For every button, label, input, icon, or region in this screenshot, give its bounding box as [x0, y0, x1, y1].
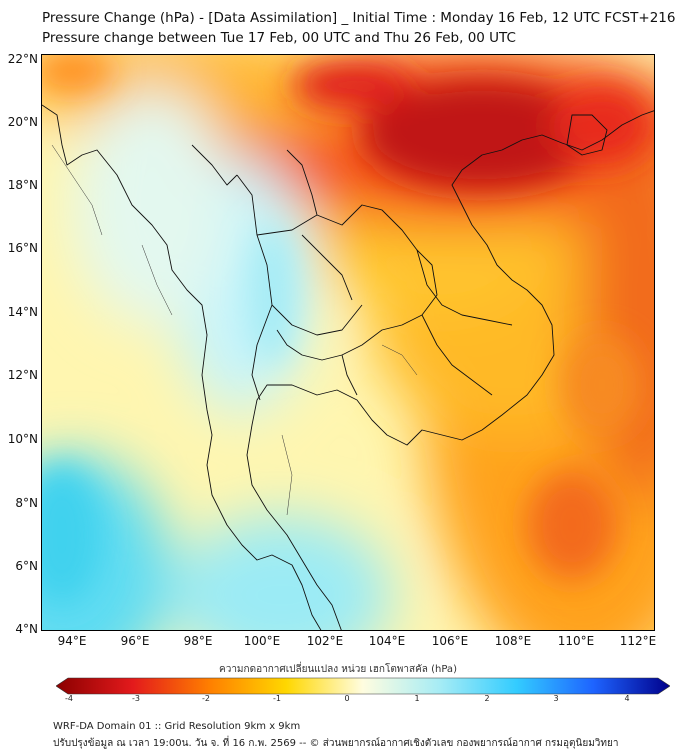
colorbar-tick: -1: [273, 694, 281, 703]
colorbar-tick: 2: [484, 694, 490, 703]
update-credit: ปรับปรุงข้อมูล ณ เวลา 19:00น. วัน จ. ที่…: [53, 738, 619, 749]
lon-label-100e: 100°E: [243, 634, 281, 648]
map-title: Pressure Change (hPa) - [Data Assimilati…: [42, 10, 676, 26]
lat-label-6n: 6°N: [15, 559, 38, 573]
colorbar: [55, 676, 671, 696]
lat-label-20n: 20°N: [7, 115, 38, 129]
colorbar-tick: -2: [202, 694, 210, 703]
lon-label-110e: 110°E: [557, 634, 595, 648]
model-info: WRF-DA Domain 01 :: Grid Resolution 9km …: [53, 721, 301, 732]
lon-label-112e: 112°E: [619, 634, 657, 648]
lon-label-96e: 96°E: [120, 634, 150, 648]
lon-label-94e: 94°E: [57, 634, 87, 648]
lat-label-16n: 16°N: [7, 241, 38, 255]
map-subtitle: Pressure change between Tue 17 Feb, 00 U…: [42, 30, 516, 46]
lon-label-106e: 106°E: [431, 634, 469, 648]
lat-label-4n: 4°N: [15, 622, 38, 636]
lat-label-10n: 10°N: [7, 432, 38, 446]
colorbar-title: ความกดอากาศเปลี่ยนแปลง หน่วย เฮกโตพาสคัล…: [219, 664, 457, 675]
lat-label-8n: 8°N: [15, 496, 38, 510]
colorbar-tick: -4: [65, 694, 73, 703]
lat-label-18n: 18°N: [7, 178, 38, 192]
lat-label-12n: 12°N: [7, 368, 38, 382]
colorbar-tick: 1: [414, 694, 420, 703]
lon-label-98e: 98°E: [183, 634, 213, 648]
lon-label-102e: 102°E: [306, 634, 344, 648]
colorbar-tick: 0: [344, 694, 350, 703]
lat-label-22n: 22°N: [7, 52, 38, 66]
pressure-change-map: [41, 54, 655, 631]
colorbar-tick: 3: [553, 694, 559, 703]
lon-label-108e: 108°E: [494, 634, 532, 648]
lat-label-14n: 14°N: [7, 305, 38, 319]
colorbar-tick: 4: [624, 694, 630, 703]
lon-label-104e: 104°E: [368, 634, 406, 648]
colorbar-tick: -3: [132, 694, 140, 703]
